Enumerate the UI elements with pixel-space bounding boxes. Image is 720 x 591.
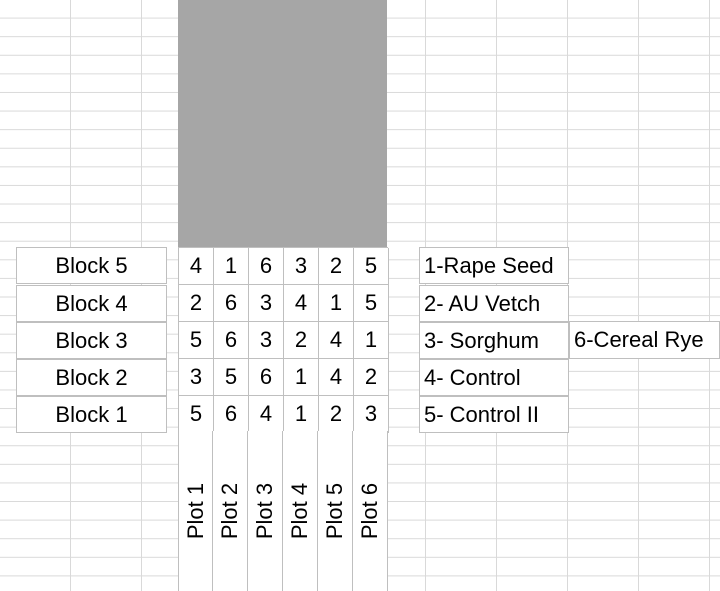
cell-b1-p3[interactable]: 4 (249, 396, 284, 433)
legend-item-2[interactable]: 2- AU Vetch (419, 285, 569, 322)
plot-column-6[interactable]: Plot 6 (353, 431, 388, 591)
cell-b5-p1[interactable]: 4 (179, 248, 214, 285)
cell-b2-p2[interactable]: 5 (214, 359, 249, 396)
cell-b3-p5[interactable]: 4 (319, 322, 354, 359)
plot-column-2[interactable]: Plot 2 (213, 431, 248, 591)
cell-b5-p3[interactable]: 6 (249, 248, 284, 285)
cell-b4-p6[interactable]: 5 (354, 285, 389, 322)
legend-item-4[interactable]: 4- Control (419, 359, 569, 396)
cell-b3-p4[interactable]: 2 (284, 322, 319, 359)
block-label-5[interactable]: Block 5 (16, 247, 167, 284)
legend-item-1[interactable]: 1-Rape Seed (419, 247, 569, 284)
plot-column-1[interactable]: Plot 1 (178, 431, 213, 591)
cell-b1-p1[interactable]: 5 (179, 396, 214, 433)
cell-b2-p4[interactable]: 1 (284, 359, 319, 396)
plot-label-4: Plot 4 (287, 482, 312, 540)
cell-b3-p3[interactable]: 3 (249, 322, 284, 359)
cell-b2-p3[interactable]: 6 (249, 359, 284, 396)
cell-b5-p6[interactable]: 5 (354, 248, 389, 285)
legend-item-5[interactable]: 5- Control II (419, 396, 569, 433)
cell-b5-p5[interactable]: 2 (319, 248, 354, 285)
block-label-1[interactable]: Block 1 (16, 396, 167, 433)
plot-label-3: Plot 3 (252, 482, 277, 540)
legend-item-3[interactable]: 3- Sorghum (419, 322, 569, 359)
cell-b5-p4[interactable]: 3 (284, 248, 319, 285)
block-label-2[interactable]: Block 2 (16, 359, 167, 396)
plot-label-6: Plot 6 (357, 482, 382, 540)
cell-b1-p2[interactable]: 6 (214, 396, 249, 433)
plot-column-3[interactable]: Plot 3 (248, 431, 283, 591)
cell-b1-p4[interactable]: 1 (284, 396, 319, 433)
legend-item-6[interactable]: 6-Cereal Rye (569, 321, 720, 359)
cell-b4-p1[interactable]: 2 (179, 285, 214, 322)
cell-b3-p2[interactable]: 6 (214, 322, 249, 359)
treatment-grid: 4 1 6 3 2 5 2 6 3 4 1 5 5 6 3 2 4 1 3 5 … (178, 247, 389, 433)
cell-b4-p2[interactable]: 6 (214, 285, 249, 322)
plot-label-1: Plot 1 (182, 482, 208, 540)
plot-column-4[interactable]: Plot 4 (283, 431, 318, 591)
cell-b3-p1[interactable]: 5 (179, 322, 214, 359)
cell-b4-p4[interactable]: 4 (284, 285, 319, 322)
block-label-3[interactable]: Block 3 (16, 322, 167, 359)
cell-b4-p3[interactable]: 3 (249, 285, 284, 322)
cell-b3-p6[interactable]: 1 (354, 322, 389, 359)
cell-b2-p1[interactable]: 3 (179, 359, 214, 396)
plot-label-5: Plot 5 (322, 482, 347, 540)
shaded-region (178, 0, 387, 247)
cell-b1-p6[interactable]: 3 (354, 396, 389, 433)
plot-column-5[interactable]: Plot 5 (318, 431, 353, 591)
cell-b2-p6[interactable]: 2 (354, 359, 389, 396)
plot-label-2: Plot 2 (217, 482, 242, 540)
cell-b2-p5[interactable]: 4 (319, 359, 354, 396)
cell-b5-p2[interactable]: 1 (214, 248, 249, 285)
block-label-4[interactable]: Block 4 (16, 285, 167, 322)
cell-b1-p5[interactable]: 2 (319, 396, 354, 433)
cell-b4-p5[interactable]: 1 (319, 285, 354, 322)
